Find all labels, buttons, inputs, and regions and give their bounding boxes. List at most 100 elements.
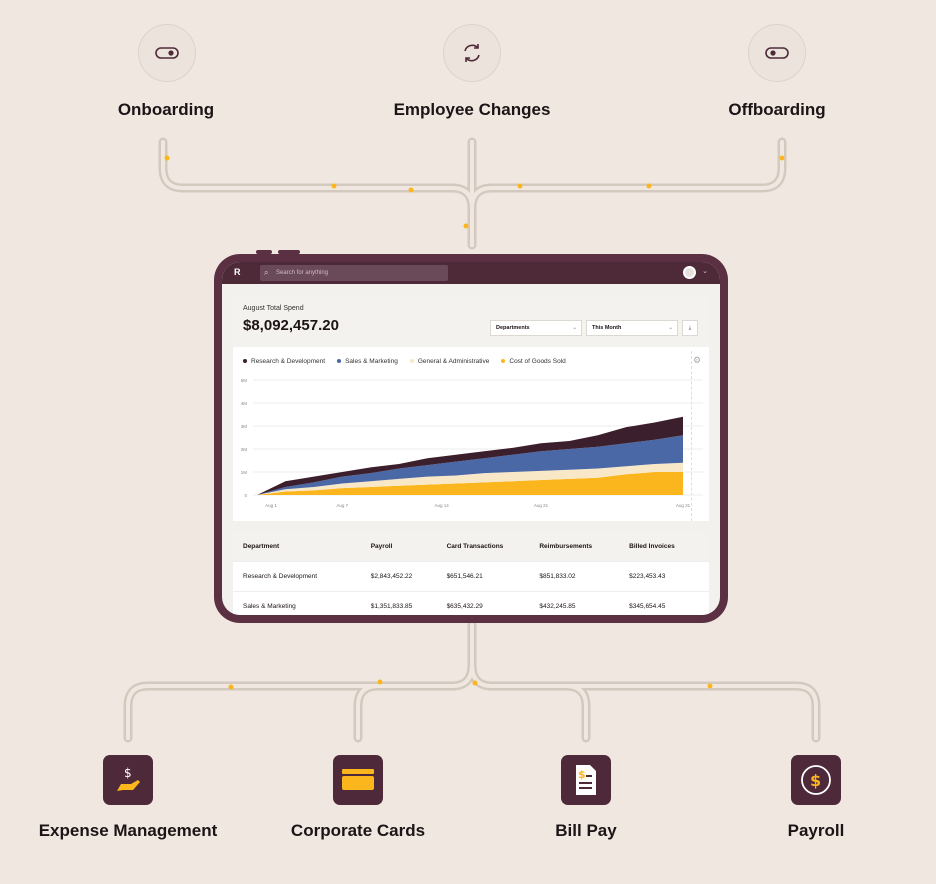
column-header[interactable]: Department: [243, 543, 280, 550]
period-select-value: This Month: [592, 325, 622, 331]
area-series-0: [257, 472, 683, 495]
flow-dot: [646, 183, 652, 189]
flow-dot: [779, 155, 785, 161]
table-cell: $851,833.02: [539, 573, 576, 580]
legend-swatch: [409, 359, 414, 364]
download-button[interactable]: ⤓: [682, 320, 698, 336]
search-placeholder: Search for anything: [276, 270, 329, 276]
flow-dot: [228, 684, 234, 690]
flow-dot: [472, 680, 478, 686]
column-header[interactable]: Payroll: [370, 543, 393, 550]
flow-dot: [408, 187, 414, 193]
avatar[interactable]: [683, 266, 696, 279]
corporate-cards-label: Corporate Cards: [290, 821, 426, 840]
area-series-1: [257, 462, 683, 495]
period-select[interactable]: This Month ⌄: [586, 320, 678, 336]
y-tick-label: 4M: [241, 401, 248, 406]
table-header-row: Department Payroll Card Transactions Rei…: [233, 532, 709, 562]
payroll-label: Payroll: [787, 821, 845, 840]
y-tick-label: 1M: [241, 470, 248, 475]
spend-area-chart: 0 1M 2M 3M 4M 5M Aug 1 Aug 7 Aug 14 Aug 21 Aug 31: [241, 378, 703, 508]
department-table: Department Payroll Card Transactions Rei…: [233, 532, 709, 615]
y-tick-label: 0: [244, 493, 247, 498]
legend-item: Research & Development: [243, 358, 325, 365]
area-series-3: [257, 416, 683, 495]
dollar-coin-icon: $: [791, 755, 841, 805]
chevron-down-icon: ⌄: [572, 325, 577, 331]
column-header[interactable]: Reimbursements: [539, 543, 593, 550]
spend-label: August Total Spend: [243, 305, 304, 312]
expense-management-label: Expense Management: [38, 821, 218, 840]
table-cell: $2,843,452.22: [370, 573, 413, 580]
svg-text:$: $: [578, 768, 586, 781]
flow-dot: [377, 679, 383, 685]
svg-text:$: $: [810, 771, 821, 790]
x-tick-label: Aug 7: [336, 503, 348, 508]
table-cell: $432,245.85: [539, 603, 576, 610]
flow-dot: [517, 183, 523, 189]
department-select-value: Departments: [496, 325, 530, 331]
y-tick-label: 3M: [241, 424, 248, 429]
table-cell: $345,654.45: [629, 603, 666, 610]
chevron-down-icon[interactable]: ⌄: [702, 268, 708, 275]
spend-card: August Total Spend $8,092,457.20 Departm…: [233, 295, 709, 521]
tablet-device: R ⌕ Search for anything ⌄ August Total S…: [214, 254, 728, 623]
onboarding-label: Onboarding: [117, 100, 215, 119]
column-header[interactable]: Card Transactions: [446, 543, 504, 550]
table-cell: $1,351,833.85: [370, 603, 413, 610]
settings-icon[interactable]: ⚙: [693, 355, 702, 365]
table-cell: $223,453.43: [629, 573, 666, 580]
legend-label: General & Administrative: [417, 358, 490, 365]
x-tick-label: Aug 14: [434, 503, 449, 508]
svg-text:$: $: [124, 766, 132, 780]
tablet-button: [278, 250, 300, 254]
spend-header: August Total Spend $8,092,457.20 Departm…: [233, 295, 709, 347]
chart-divider: [691, 351, 692, 521]
table-row[interactable]: Sales & Marketing $1,351,833.85 $635,432…: [233, 592, 709, 615]
x-tick-label: Aug 1: [265, 503, 277, 508]
tablet-button: [256, 250, 272, 254]
table-cell: Research & Development: [243, 573, 318, 580]
search-input[interactable]: ⌕ Search for anything: [260, 265, 448, 281]
legend-item: Sales & Marketing: [337, 358, 398, 365]
column-header[interactable]: Billed Invoices: [629, 543, 675, 550]
employee-changes-label: Employee Changes: [393, 100, 551, 119]
legend-swatch: [243, 359, 247, 364]
x-tick-label: Aug 31: [676, 503, 691, 508]
legend-swatch: [337, 359, 342, 364]
hand-dollar-icon: $: [103, 755, 153, 805]
area-series-2: [257, 435, 683, 495]
table-cell: $635,432.29: [446, 603, 483, 610]
chevron-down-icon: ⌄: [668, 325, 673, 331]
app-screen: R ⌕ Search for anything ⌄ August Total S…: [222, 262, 720, 615]
legend-item: Cost of Goods Sold: [501, 358, 566, 365]
credit-card-icon: [333, 755, 383, 805]
search-icon: ⌕: [264, 268, 269, 277]
y-tick-label: 2M: [241, 447, 248, 452]
legend-label: Cost of Goods Sold: [509, 358, 566, 365]
flow-dot: [164, 155, 170, 161]
app-topbar: R ⌕ Search for anything ⌄: [222, 262, 720, 284]
legend-label: Research & Development: [251, 358, 326, 365]
legend-swatch: [501, 359, 506, 364]
table-cell: $651,546.21: [446, 573, 483, 580]
legend-item: General & Administrative: [409, 358, 490, 365]
offboarding-label: Offboarding: [728, 100, 826, 119]
x-tick-label: Aug 21: [534, 503, 549, 508]
flow-dot: [331, 183, 337, 189]
legend-label: Sales & Marketing: [345, 358, 398, 365]
flow-dot: [463, 223, 469, 229]
table-row[interactable]: Research & Development $2,843,452.22 $65…: [233, 562, 709, 592]
y-tick-label: 5M: [241, 378, 248, 383]
refresh-icon: [443, 24, 501, 82]
bill-pay-label: Bill Pay: [555, 821, 617, 840]
spend-value: $8,092,457.20: [243, 317, 339, 334]
toggle-icon: [748, 24, 806, 82]
chart-legend: Research & Development Sales & Marketing…: [243, 358, 566, 365]
app-logo: R: [234, 267, 240, 277]
download-icon: ⤓: [688, 325, 692, 331]
invoice-icon: $: [561, 755, 611, 805]
department-select[interactable]: Departments ⌄: [490, 320, 582, 336]
table-cell: Sales & Marketing: [243, 603, 296, 610]
